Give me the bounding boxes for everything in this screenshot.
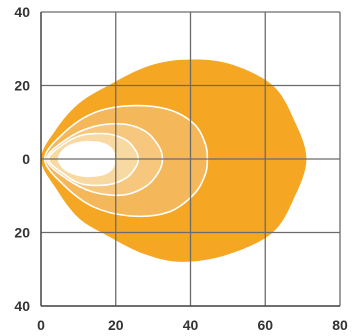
y-tick-label: 40 (14, 298, 30, 314)
x-tick-label: 20 (108, 317, 124, 333)
grid (40, 11, 341, 307)
y-tick-label: 40 (14, 4, 30, 20)
x-tick-label: 0 (37, 317, 45, 333)
x-tick-label: 40 (183, 317, 199, 333)
x-tick-label: 80 (332, 317, 348, 333)
tick-labels: 0 20 40 60 80 40 20 0 20 40 (14, 4, 348, 333)
intensity-zones (41, 59, 307, 262)
x-tick-label: 60 (257, 317, 273, 333)
y-tick-label: 20 (14, 225, 30, 241)
y-tick-label: 0 (22, 151, 30, 167)
y-tick-label: 20 (14, 78, 30, 94)
